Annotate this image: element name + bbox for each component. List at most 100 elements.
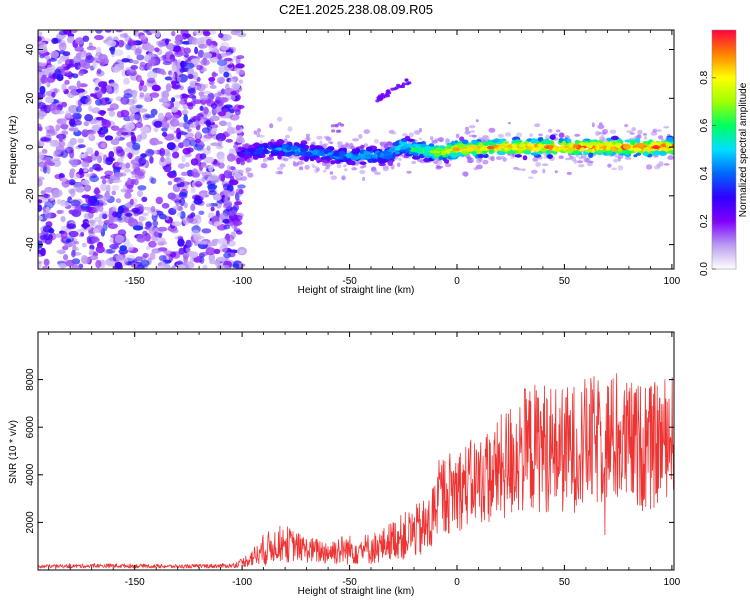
signal-cell xyxy=(545,149,552,156)
signal-cell xyxy=(547,154,553,159)
noise-speck xyxy=(145,246,151,251)
noise-speck xyxy=(223,224,231,230)
snr-x-axis: -150 -100 -50 0 50 100 xyxy=(48,332,681,588)
signal-cell xyxy=(435,147,443,152)
noise-speck xyxy=(158,255,167,262)
noise-speck xyxy=(186,128,192,132)
noise-speck xyxy=(132,142,141,151)
signal-halo xyxy=(351,167,358,171)
streak-cell xyxy=(401,82,406,86)
signal-cell xyxy=(534,147,540,153)
noise-speck xyxy=(112,65,121,73)
signal-halo xyxy=(438,160,442,165)
signal-cell xyxy=(569,142,574,148)
x-tick-label: -50 xyxy=(342,577,357,588)
streak-cell xyxy=(380,93,385,98)
noise-speck xyxy=(207,241,218,247)
noise-speck xyxy=(68,85,78,91)
streak-cell xyxy=(392,87,397,91)
signal-cell xyxy=(299,147,308,153)
noise-speck xyxy=(100,183,107,192)
signal-halo xyxy=(382,164,389,169)
signal-halo xyxy=(564,157,571,161)
noise-speck xyxy=(179,94,190,99)
noise-speck xyxy=(218,32,224,39)
noise-speck xyxy=(129,113,135,122)
mid-blob-cell xyxy=(334,124,339,128)
mid-blob-cell xyxy=(331,129,336,133)
signal-halo xyxy=(611,167,617,171)
noise-speck xyxy=(116,130,124,136)
noise-speck xyxy=(157,40,164,48)
mid-blob-cell xyxy=(330,124,335,128)
noise-speck xyxy=(208,253,216,262)
noise-speck xyxy=(100,142,107,148)
noise-speck xyxy=(95,30,103,34)
noise-speck xyxy=(113,171,123,178)
noise-speck xyxy=(232,220,243,226)
noise-speck xyxy=(137,185,147,191)
noise-speck xyxy=(208,190,217,196)
noise-speck xyxy=(199,153,207,160)
noise-speck xyxy=(51,73,57,80)
noise-speck xyxy=(199,94,209,101)
noise-speck xyxy=(133,178,139,186)
signal-halo xyxy=(363,143,368,147)
noise-speck xyxy=(95,98,103,106)
noise-speck xyxy=(101,119,111,128)
noise-speck xyxy=(155,196,163,205)
noise-speck xyxy=(190,229,201,238)
noise-speck xyxy=(55,109,65,115)
noise-speck xyxy=(135,104,143,109)
noise-speck xyxy=(235,63,245,69)
noise-speck xyxy=(203,134,214,139)
signal-cell xyxy=(643,147,651,152)
noise-speck xyxy=(192,71,199,81)
noise-speck xyxy=(89,200,97,205)
noise-speck xyxy=(194,46,199,55)
signal-halo xyxy=(502,157,507,162)
signal-cell xyxy=(634,137,641,144)
noise-speck xyxy=(95,259,102,269)
signal-cell xyxy=(273,141,281,145)
noise-speck xyxy=(205,247,216,256)
noise-speck xyxy=(45,129,56,137)
noise-speck xyxy=(217,155,225,164)
noise-speck xyxy=(226,126,235,135)
noise-speck xyxy=(171,265,176,269)
noise-speck xyxy=(140,126,151,134)
signal-halo xyxy=(535,162,542,167)
noise-speck xyxy=(114,261,123,269)
noise-speck xyxy=(220,88,226,95)
noise-speck xyxy=(94,34,104,41)
noise-speck xyxy=(71,160,78,168)
signal-halo xyxy=(461,171,469,177)
noise-speck xyxy=(222,203,232,210)
noise-speck xyxy=(215,145,224,150)
noise-speck xyxy=(223,71,230,78)
noise-speck xyxy=(94,150,99,157)
noise-speck xyxy=(64,146,74,154)
noise-speck xyxy=(206,145,211,151)
signal-cell xyxy=(324,148,331,153)
noise-speck xyxy=(174,101,181,109)
x-tick-label: -100 xyxy=(232,276,252,287)
signal-cell xyxy=(312,150,318,156)
noise-speck xyxy=(171,64,177,72)
noise-speck xyxy=(134,30,139,33)
signal-cell xyxy=(524,150,532,155)
noise-speck xyxy=(115,211,122,219)
signal-halo xyxy=(578,156,584,160)
colorbar-tick-label: 0.0 xyxy=(699,262,710,276)
noise-speck xyxy=(190,158,199,166)
signal-cell xyxy=(489,149,494,154)
signal-cell xyxy=(461,139,469,145)
noise-speck xyxy=(217,111,226,117)
noise-speck xyxy=(71,209,82,218)
noise-speck xyxy=(58,141,66,147)
noise-speck xyxy=(171,251,181,259)
signal-halo xyxy=(643,136,648,140)
noise-speck xyxy=(148,58,156,65)
noise-speck xyxy=(224,52,232,56)
signal-halo xyxy=(260,163,268,169)
